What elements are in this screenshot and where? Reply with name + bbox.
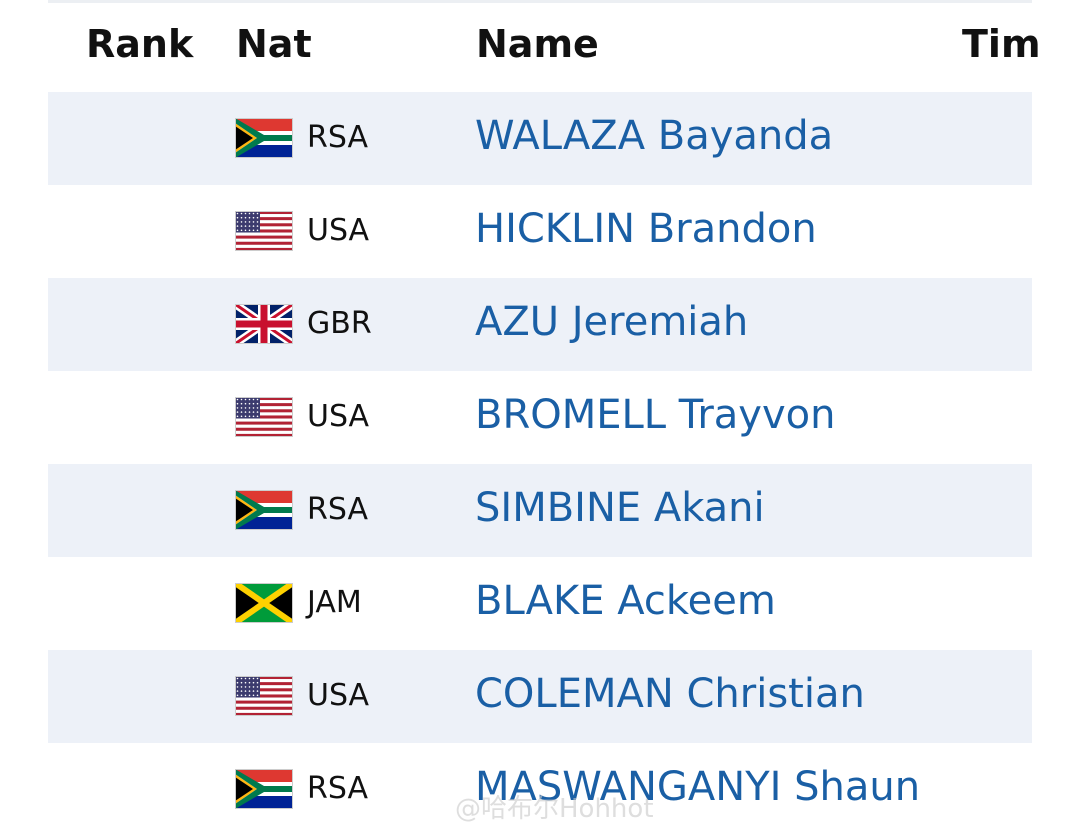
flag: [235, 397, 293, 437]
flag: [235, 769, 293, 809]
athlete-name[interactable]: MASWANGANYI Shaun: [475, 764, 921, 810]
nat-code: RSA: [307, 492, 368, 527]
athlete-name[interactable]: BLAKE Ackeem: [475, 578, 776, 624]
table-row: GBR AZU Jeremiah: [48, 278, 1032, 371]
table-row: USA BROMELL Trayvon: [48, 371, 1032, 464]
table-row: USA COLEMAN Christian: [48, 650, 1032, 743]
athlete-name[interactable]: COLEMAN Christian: [475, 671, 865, 717]
nat-code: RSA: [307, 120, 368, 155]
table-row: RSA WALAZA Bayanda: [48, 92, 1032, 185]
flag: [235, 304, 293, 344]
nat-code: USA: [307, 213, 370, 248]
athlete-name[interactable]: SIMBINE Akani: [475, 485, 765, 531]
column-header: Name: [476, 22, 599, 66]
table-row: JAM BLAKE Ackeem: [48, 557, 1032, 650]
nat-code: GBR: [307, 306, 372, 341]
column-header: Nat: [236, 22, 312, 66]
watermark: @哈布尔Hohhot: [455, 794, 654, 824]
flag: [235, 118, 293, 158]
table-row: USA HICKLIN Brandon: [48, 185, 1032, 278]
column-header: Tim: [962, 22, 1041, 66]
nat-code: JAM: [307, 585, 362, 620]
table-row: RSA MASWANGANYI Shaun: [48, 743, 1032, 836]
nat-code: USA: [307, 678, 370, 713]
nat-code: RSA: [307, 771, 368, 806]
athlete-name[interactable]: HICKLIN Brandon: [475, 206, 817, 252]
flag: [235, 583, 293, 623]
athlete-name[interactable]: AZU Jeremiah: [475, 299, 749, 345]
nat-code: USA: [307, 399, 370, 434]
top-border: [48, 0, 1032, 3]
table-row: RSA SIMBINE Akani: [48, 464, 1032, 557]
column-header: Rank: [86, 22, 194, 66]
flag: [235, 490, 293, 530]
flag: [235, 676, 293, 716]
athlete-name[interactable]: WALAZA Bayanda: [475, 113, 834, 159]
athlete-name[interactable]: BROMELL Trayvon: [475, 392, 836, 438]
flag: [235, 211, 293, 251]
